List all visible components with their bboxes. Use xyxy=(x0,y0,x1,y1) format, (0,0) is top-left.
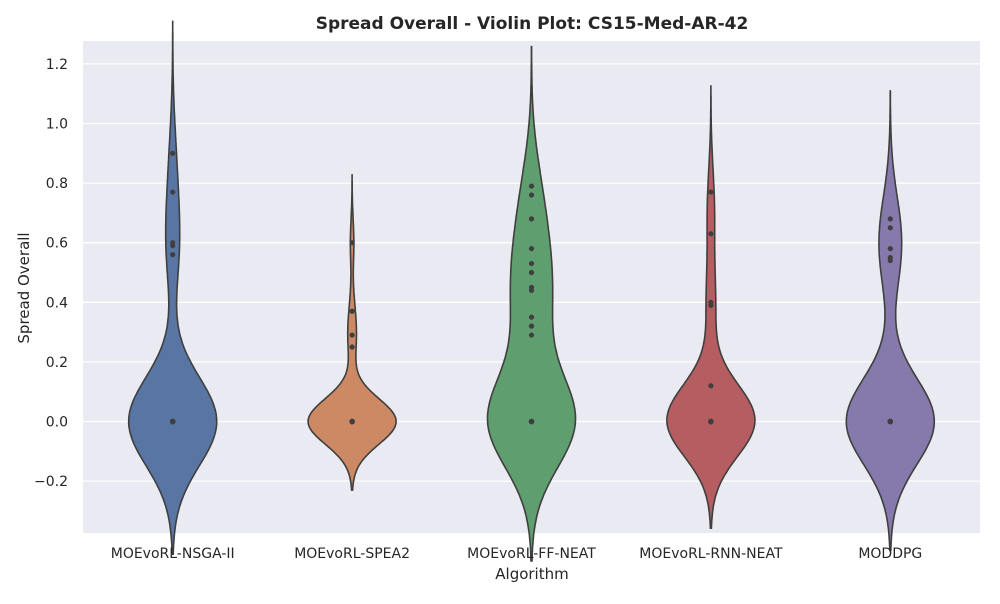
data-point xyxy=(170,418,176,425)
y-axis-label: Spread Overall xyxy=(15,232,33,343)
data-point xyxy=(708,231,714,237)
y-tick-label: 0.0 xyxy=(46,415,68,431)
data-point xyxy=(528,183,535,189)
chart-title: Spread Overall - Violin Plot: CS15-Med-A… xyxy=(315,14,749,34)
violin-body xyxy=(486,45,577,562)
data-point xyxy=(528,284,535,290)
data-point xyxy=(887,216,893,222)
data-point xyxy=(887,225,893,231)
data-point xyxy=(708,383,714,389)
data-point xyxy=(528,246,535,252)
data-point xyxy=(349,332,355,338)
data-point xyxy=(528,269,535,276)
y-tick-label: 0.2 xyxy=(46,355,68,371)
x-tick-label: MOEvoRL-SPEA2 xyxy=(294,546,410,562)
data-point xyxy=(528,332,535,338)
data-point xyxy=(349,308,355,314)
data-point xyxy=(170,150,176,156)
y-tick-label: 1.2 xyxy=(46,57,68,73)
data-point xyxy=(349,344,355,350)
y-tick-label: −0.2 xyxy=(34,474,68,490)
data-point xyxy=(528,418,535,425)
x-axis-label: Algorithm xyxy=(495,565,568,583)
data-point xyxy=(349,240,355,246)
data-point xyxy=(887,255,893,261)
data-point xyxy=(528,216,535,222)
data-point xyxy=(528,323,535,329)
data-point xyxy=(708,189,714,195)
data-point xyxy=(170,252,176,258)
violin-body xyxy=(845,90,936,552)
x-tick-label: MOEvoRL-FF-NEAT xyxy=(467,546,596,562)
data-point xyxy=(528,314,535,320)
data-point xyxy=(708,299,714,305)
violin-body xyxy=(307,174,397,491)
data-point xyxy=(170,189,176,195)
data-point xyxy=(887,418,893,425)
data-point xyxy=(349,418,355,425)
data-point xyxy=(887,246,893,252)
x-tick-label: MOEvoRL-NSGA-II xyxy=(111,546,235,562)
data-point xyxy=(528,192,535,198)
x-tick-label: MODDPG xyxy=(858,546,922,562)
y-tick-label: 0.8 xyxy=(46,176,68,192)
y-tick-label: 1.0 xyxy=(46,117,68,133)
x-tick-label: MOEvoRL-RNN-NEAT xyxy=(639,546,783,562)
y-tick-label: 0.4 xyxy=(46,295,68,311)
y-tick-label: 0.6 xyxy=(46,236,68,252)
data-point xyxy=(528,260,535,267)
data-point xyxy=(170,240,176,246)
violin-body xyxy=(127,20,218,555)
data-point xyxy=(708,418,714,425)
